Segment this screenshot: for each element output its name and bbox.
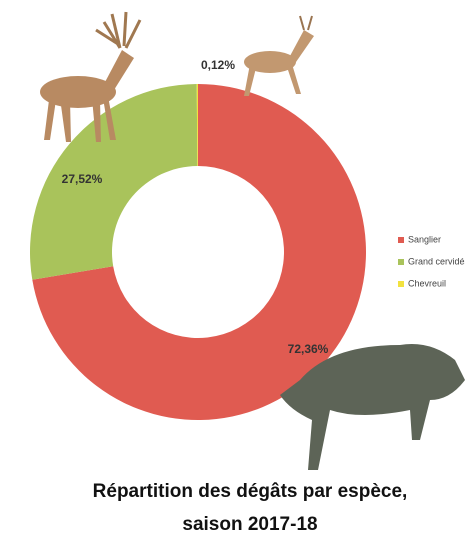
- legend-label: Grand cervidés: [408, 256, 465, 266]
- legend-swatch: [398, 259, 404, 265]
- donut-slice: [30, 84, 198, 280]
- donut-slice: [32, 84, 366, 420]
- data-label: 0,12%: [201, 58, 235, 72]
- legend-swatch: [398, 281, 404, 287]
- deer-illustration: [40, 11, 142, 142]
- roe-deer-illustration: [244, 15, 314, 96]
- chart-title: Répartition des dégâts par espèce,: [93, 481, 408, 502]
- donut-slice: [196, 84, 198, 167]
- legend-label: Sanglier: [408, 234, 441, 244]
- legend-swatch: [398, 237, 404, 243]
- boar-illustration: [280, 344, 465, 470]
- data-label: 27,52%: [62, 172, 103, 186]
- data-label: 72,36%: [288, 342, 329, 356]
- legend-label: Chevreuil: [408, 278, 446, 288]
- chart-title: saison 2017-18: [182, 514, 317, 535]
